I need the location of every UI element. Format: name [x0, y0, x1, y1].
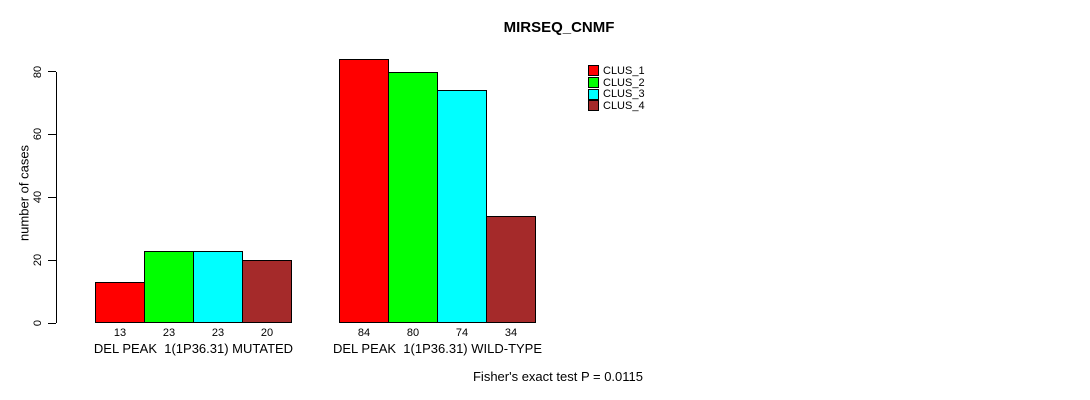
- legend-swatch-clus_4: [588, 100, 599, 112]
- bar-clus_3-group1: [193, 250, 243, 323]
- legend-item: CLUS_3: [588, 88, 645, 100]
- category-label: DEL PEAK 1(1P36.31) MUTATED: [93, 341, 294, 356]
- y-axis-tick: [48, 133, 56, 135]
- bar-value-label: 34: [504, 327, 518, 339]
- y-axis-tick: [48, 322, 56, 324]
- legend-label: CLUS_2: [603, 76, 645, 89]
- y-axis-tick: [48, 259, 56, 261]
- legend-item: CLUS_4: [588, 100, 645, 112]
- y-axis-line: [56, 71, 57, 323]
- bar-clus_4-group2: [486, 216, 536, 323]
- bar-clus_3-group2: [437, 90, 487, 323]
- bar-clus_4-group1: [242, 260, 292, 323]
- legend-label: CLUS_1: [603, 64, 645, 77]
- bar-value-label: 13: [113, 327, 127, 339]
- chart-title: MIRSEQ_CNMF: [503, 19, 615, 36]
- legend-label: CLUS_4: [603, 99, 645, 112]
- bar-value-label: 74: [455, 327, 469, 339]
- bar-clus_1-group1: [95, 282, 145, 323]
- bar-value-label: 23: [162, 327, 176, 339]
- legend-swatch-clus_2: [588, 77, 599, 89]
- y-axis-tick-label: 40: [32, 191, 44, 204]
- y-axis-tick: [48, 196, 56, 198]
- bar-clus_1-group2: [339, 58, 389, 323]
- y-axis-tick-label: 80: [32, 65, 44, 78]
- footnote: Fisher's exact test P = 0.0115: [472, 369, 644, 384]
- legend-item: CLUS_2: [588, 77, 645, 89]
- legend-item: CLUS_1: [588, 65, 645, 77]
- legend-swatch-clus_1: [588, 65, 599, 77]
- legend-swatch-clus_3: [588, 88, 599, 100]
- y-axis-label: number of cases: [16, 144, 32, 242]
- bar-clus_2-group1: [144, 250, 194, 323]
- y-axis-tick-label: 20: [32, 254, 44, 267]
- bar-value-label: 84: [357, 327, 371, 339]
- bar-value-label: 80: [406, 327, 420, 339]
- bar-value-label: 23: [211, 327, 225, 339]
- y-axis-tick: [48, 71, 56, 72]
- y-axis-tick-label: 0: [32, 319, 44, 327]
- legend-label: CLUS_3: [603, 88, 645, 101]
- legend: CLUS_1 CLUS_2 CLUS_3 CLUS_4: [588, 65, 645, 112]
- bar-clus_2-group2: [388, 71, 438, 323]
- bar-value-label: 20: [260, 327, 274, 339]
- category-label: DEL PEAK 1(1P36.31) WILD-TYPE: [332, 341, 543, 356]
- y-axis-tick-label: 60: [32, 128, 44, 141]
